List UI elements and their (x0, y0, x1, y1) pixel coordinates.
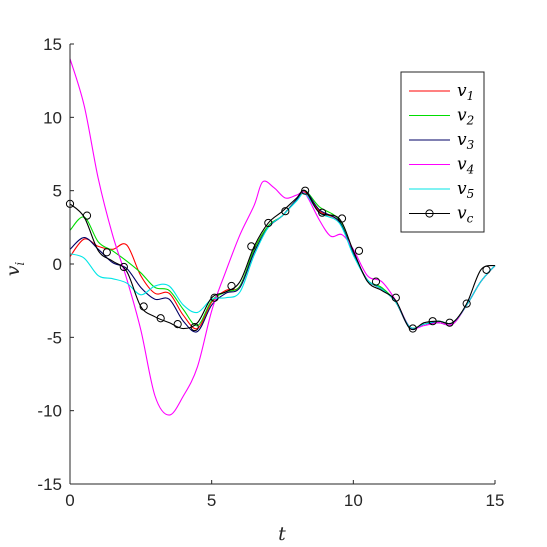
marker-point-vc-6 (173, 320, 182, 329)
marker-point-vc-16 (354, 246, 364, 255)
y-tick-label: 10 (43, 108, 62, 127)
legend-label-v3: v3 (457, 130, 475, 152)
y-axis-label-sub: i (13, 262, 27, 266)
legend-label-v1: v1 (457, 81, 474, 103)
marker-point-vc-14 (318, 208, 327, 217)
legend-label-v5: v5 (457, 179, 474, 201)
legend-label-v4: v4 (457, 155, 474, 177)
legend-label-main: v (457, 130, 467, 150)
series-line-vc (69, 189, 496, 330)
marker-point-vc-1 (82, 211, 92, 220)
legend-label-vc: vc (457, 204, 474, 226)
y-tick-label: 0 (53, 255, 62, 274)
marker-point-vc-8 (210, 293, 219, 302)
marker-point-vc-13 (301, 186, 310, 195)
legend-label-main: v (457, 106, 467, 126)
marker-point-vc-9 (227, 281, 236, 291)
marker-point-vc-12 (281, 207, 290, 216)
x-tick-label: 5 (207, 491, 216, 510)
legend-label-sub: c (467, 212, 474, 226)
x-axis-label: t (278, 523, 286, 545)
legend-label-main: v (457, 81, 467, 101)
legend-label-sub: 2 (466, 114, 475, 128)
y-axis-label-main: v (2, 265, 24, 276)
legend-label-main: v (457, 204, 467, 224)
marker-point-vc-10 (247, 242, 256, 251)
legend-label-sub: 5 (467, 187, 475, 201)
legend-label-sub: 4 (466, 163, 475, 177)
y-tick-label: -10 (37, 402, 62, 421)
y-tick-label: -5 (47, 328, 62, 347)
legend-label-main: v (457, 155, 467, 175)
marker-point-vc-21 (445, 318, 454, 327)
x-tick-label: 10 (344, 491, 363, 510)
marker-point-vc-5 (156, 314, 165, 323)
marker-point-vc-22 (462, 299, 471, 308)
marker-point-vc-2 (102, 248, 111, 257)
marker-point-vc-20 (428, 317, 437, 326)
plot-lines (65, 58, 496, 416)
y-axis-label: vi (2, 262, 27, 277)
y-tick-label: 15 (43, 35, 62, 54)
x-tick-label: 0 (65, 491, 74, 510)
marker-point-vc-11 (264, 218, 273, 228)
marker-point-vc-3 (119, 262, 128, 272)
marker-point-vc-7 (190, 322, 199, 332)
series-line-v4 (69, 58, 496, 416)
legend-label-v2: v2 (457, 106, 474, 128)
y-tick-label: 5 (53, 182, 62, 201)
legend-box (400, 71, 485, 233)
marker-point-vc-17 (371, 277, 381, 286)
y-tick-label: -15 (37, 475, 62, 494)
marker-point-vc-4 (139, 302, 148, 311)
axes (69, 43, 496, 485)
series-line-v5 (69, 192, 496, 329)
legend-label-sub: 1 (467, 89, 475, 103)
marker-point-vc-15 (337, 214, 347, 223)
x-tick-label: 15 (486, 491, 505, 510)
legend-label-main: v (457, 179, 467, 199)
legend-label-sub: 3 (467, 138, 475, 152)
marker-point-vc-19 (408, 324, 417, 333)
marker-point-vc-18 (391, 293, 400, 302)
legend-marker-vc (425, 209, 434, 218)
marker-point-vc-23 (482, 265, 491, 274)
